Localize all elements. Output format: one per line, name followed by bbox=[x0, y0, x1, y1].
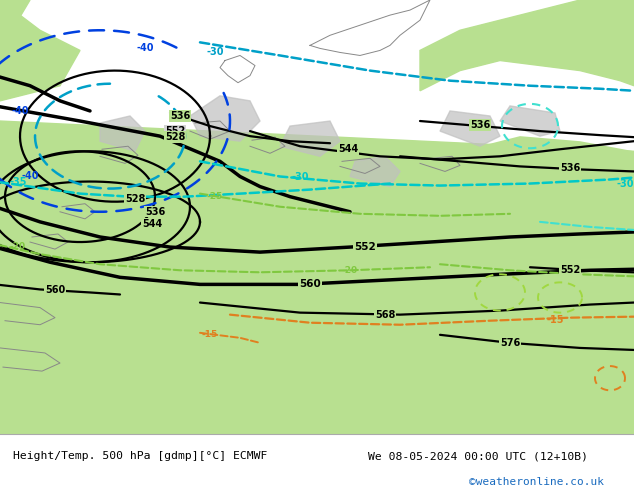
Text: 544: 544 bbox=[338, 144, 358, 154]
Text: -30: -30 bbox=[206, 48, 224, 57]
Text: We 08-05-2024 00:00 UTC (12+10B): We 08-05-2024 00:00 UTC (12+10B) bbox=[368, 451, 588, 461]
Text: 552: 552 bbox=[354, 242, 376, 252]
Polygon shape bbox=[100, 116, 145, 151]
Text: 536: 536 bbox=[470, 120, 490, 130]
Text: -30: -30 bbox=[291, 172, 309, 182]
Polygon shape bbox=[0, 0, 30, 50]
Polygon shape bbox=[440, 111, 500, 146]
Text: 528: 528 bbox=[165, 132, 185, 142]
Polygon shape bbox=[0, 0, 80, 101]
Text: ©weatheronline.co.uk: ©weatheronline.co.uk bbox=[469, 477, 604, 487]
Text: 536: 536 bbox=[560, 164, 580, 173]
Polygon shape bbox=[350, 156, 400, 187]
Text: -20: -20 bbox=[10, 242, 26, 250]
Text: -25: -25 bbox=[207, 192, 223, 201]
Text: 536: 536 bbox=[170, 111, 190, 121]
Text: -40: -40 bbox=[136, 44, 154, 53]
Text: -20: -20 bbox=[342, 266, 358, 275]
Text: Height/Temp. 500 hPa [gdmp][°C] ECMWF: Height/Temp. 500 hPa [gdmp][°C] ECMWF bbox=[13, 451, 267, 461]
Text: -40: -40 bbox=[22, 172, 39, 181]
Text: 560: 560 bbox=[299, 279, 321, 290]
Text: -40: -40 bbox=[11, 106, 29, 116]
Text: 544: 544 bbox=[142, 219, 162, 229]
Text: -15: -15 bbox=[547, 315, 564, 325]
Text: 536: 536 bbox=[145, 207, 165, 217]
Polygon shape bbox=[190, 96, 260, 141]
Text: -35: -35 bbox=[10, 176, 27, 187]
Text: 528: 528 bbox=[125, 194, 145, 204]
Text: -15: -15 bbox=[202, 330, 218, 339]
Polygon shape bbox=[280, 121, 340, 156]
Text: 560: 560 bbox=[45, 286, 65, 295]
Text: 552: 552 bbox=[165, 126, 185, 136]
Text: 568: 568 bbox=[375, 310, 395, 319]
Polygon shape bbox=[420, 0, 634, 91]
Polygon shape bbox=[0, 121, 634, 434]
Text: 552: 552 bbox=[560, 265, 580, 275]
Text: -30: -30 bbox=[616, 178, 634, 189]
Polygon shape bbox=[500, 106, 560, 136]
Text: 576: 576 bbox=[500, 338, 520, 348]
